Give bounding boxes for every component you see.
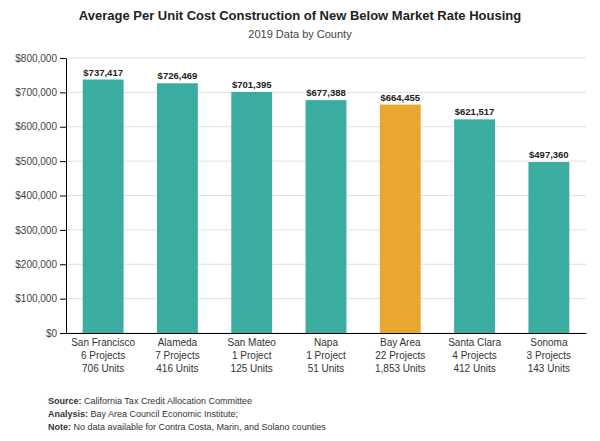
bar xyxy=(380,105,421,333)
y-tick: $700,000 xyxy=(15,87,66,98)
note: Source: California Tax Credit Allocation… xyxy=(48,396,252,406)
bar xyxy=(231,92,272,333)
x-tick-label-line: 4 Projects xyxy=(452,350,496,361)
y-tick-mark xyxy=(60,127,66,128)
bar xyxy=(306,100,347,333)
x-tick: Santa Clara 4 Projects 412 Units xyxy=(448,337,501,374)
x-tick-label-line: 51 Units xyxy=(308,363,345,374)
y-axis: $0 $100,000 $200,000 $300,000 $400,000 $500,0… xyxy=(15,53,66,339)
note-text: California Tax Credit Allocation Committ… xyxy=(82,396,252,406)
x-tick-label-line: 125 Units xyxy=(231,363,273,374)
y-tick-label: $400,000 xyxy=(15,190,57,201)
x-tick-label-line: 7 Projects xyxy=(155,350,199,361)
y-tick: $0 xyxy=(46,328,66,339)
x-axis: San Francisco 6 Projects 706 Units Alameda 7… xyxy=(67,334,587,375)
y-tick: $100,000 xyxy=(15,293,66,304)
y-tick: $300,000 xyxy=(15,225,66,236)
data-label: $497,360 xyxy=(529,149,569,160)
x-tick: San Francisco 6 Projects 706 Units xyxy=(71,337,135,374)
x-tick-label-line: 416 Units xyxy=(156,363,198,374)
y-tick-mark xyxy=(60,230,66,231)
x-tick-label-line: Alameda xyxy=(158,337,198,348)
y-tick-mark xyxy=(60,196,66,197)
x-tick-label: Santa Clara 4 Projects 412 Units xyxy=(448,337,501,374)
grid-line xyxy=(66,58,586,59)
note: Note: No data available for Contra Costa… xyxy=(48,422,326,432)
x-tick-label: Alameda 7 Projects 416 Units xyxy=(155,337,199,374)
y-tick-label: $200,000 xyxy=(15,259,57,270)
plot: $737,417 $726,469 $701,395 $677,388 $664,455… xyxy=(15,53,586,374)
x-tick-label-line: 3 Projects xyxy=(527,350,571,361)
grid xyxy=(66,58,586,333)
chart: Average Per Unit Cost Construction of Ne… xyxy=(0,0,600,441)
note-prefix: Source: xyxy=(48,396,82,406)
x-tick-label-line: San Francisco xyxy=(71,337,135,348)
note-text: Bay Area Council Economic Institute; xyxy=(88,409,238,419)
x-tick: Alameda 7 Projects 416 Units xyxy=(155,337,199,374)
y-tick-mark xyxy=(60,333,66,334)
x-tick-label-line: 22 Projects xyxy=(375,350,425,361)
x-tick-label-line: 1 Project xyxy=(306,350,346,361)
note-prefix: Note: xyxy=(48,422,71,432)
x-tick-label: Bay Area 22 Projects 1,853 Units xyxy=(375,337,426,374)
y-tick: $800,000 xyxy=(15,53,66,64)
y-tick-mark xyxy=(60,264,66,265)
x-tick-label: San Francisco 6 Projects 706 Units xyxy=(71,337,135,374)
x-tick: San Mateo 1 Project 125 Units xyxy=(228,337,277,374)
x-tick-label-line: San Mateo xyxy=(228,337,277,348)
subtitle: 2019 Data by County xyxy=(248,28,352,40)
y-tick-label: $800,000 xyxy=(15,53,57,64)
y-tick: $500,000 xyxy=(15,156,66,167)
x-tick-label-line: Sonoma xyxy=(530,337,568,348)
x-tick-label-line: Bay Area xyxy=(380,337,421,348)
data-label: $737,417 xyxy=(83,67,123,78)
data-label: $664,455 xyxy=(380,92,420,103)
x-tick-label: San Mateo 1 Project 125 Units xyxy=(228,337,277,374)
y-tick-label: $700,000 xyxy=(15,87,57,98)
y-axis-line xyxy=(66,59,67,334)
bars xyxy=(83,80,570,333)
data-label: $621,517 xyxy=(455,106,495,117)
y-tick-label: $600,000 xyxy=(15,121,57,132)
bar xyxy=(528,162,569,333)
bar xyxy=(454,119,495,333)
y-tick-label: $300,000 xyxy=(15,225,57,236)
y-tick-label: $100,000 xyxy=(15,293,57,304)
x-tick-label-line: 412 Units xyxy=(453,363,495,374)
x-tick: Napa 1 Project 51 Units xyxy=(306,337,346,374)
x-tick-label-line: 1,853 Units xyxy=(375,363,426,374)
x-tick-label: Napa 1 Project 51 Units xyxy=(306,337,346,374)
title: Average Per Unit Cost Construction of Ne… xyxy=(79,8,521,23)
note-text: No data available for Contra Costa, Mari… xyxy=(71,422,326,432)
y-tick-label: $0 xyxy=(46,328,58,339)
data-label: $677,388 xyxy=(306,87,346,98)
notes: Source: California Tax Credit Allocation… xyxy=(48,396,326,432)
x-axis-line xyxy=(67,333,587,334)
y-tick: $600,000 xyxy=(15,121,66,132)
note-prefix: Analysis: xyxy=(48,409,88,419)
y-tick-mark xyxy=(60,58,66,59)
x-tick-label-line: 1 Project xyxy=(232,350,272,361)
bar xyxy=(83,80,124,333)
x-tick-label-line: 6 Projects xyxy=(81,350,125,361)
y-tick-mark xyxy=(60,161,66,162)
x-tick-label-line: Napa xyxy=(314,337,338,348)
y-tick: $400,000 xyxy=(15,190,66,201)
x-tick-label: Sonoma 3 Projects 143 Units xyxy=(527,337,571,374)
bar xyxy=(157,83,198,333)
data-label: $726,469 xyxy=(158,70,198,81)
y-tick-mark xyxy=(60,299,66,300)
y-tick-mark xyxy=(60,92,66,93)
y-tick-label: $500,000 xyxy=(15,156,57,167)
x-tick-label-line: 706 Units xyxy=(82,363,124,374)
data-label: $701,395 xyxy=(232,79,272,90)
x-tick-label-line: Santa Clara xyxy=(448,337,501,348)
y-tick: $200,000 xyxy=(15,259,66,270)
data-labels: $737,417 $726,469 $701,395 $677,388 $664,455… xyxy=(83,67,568,161)
note: Analysis: Bay Area Council Economic Inst… xyxy=(48,409,238,419)
x-tick: Sonoma 3 Projects 143 Units xyxy=(527,337,571,374)
x-tick: Bay Area 22 Projects 1,853 Units xyxy=(375,337,426,374)
x-tick-label-line: 143 Units xyxy=(528,363,570,374)
